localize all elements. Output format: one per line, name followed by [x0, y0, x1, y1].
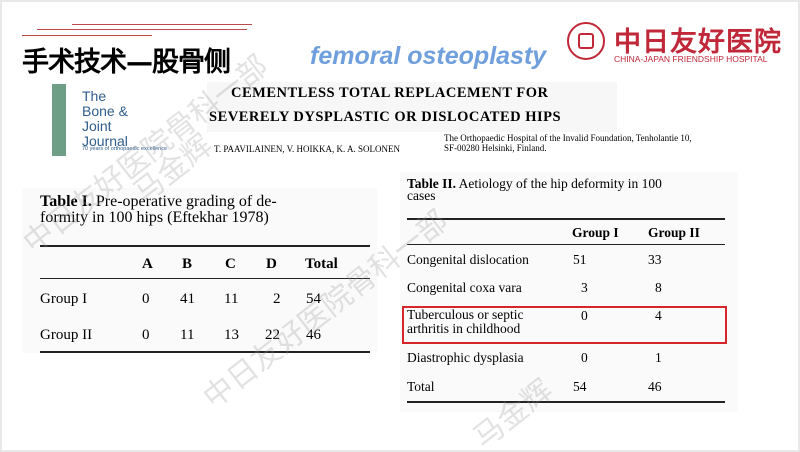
paper-title-line: CEMENTLESS TOTAL REPLACEMENT FOR [231, 85, 549, 101]
paper-title-line: SEVERELY DYSPLASTIC OR DISLOCATED HIPS [209, 109, 562, 125]
journal-line: The [82, 88, 107, 104]
decorative-line [22, 35, 152, 36]
hospital-name-cn: 中日友好医院 [614, 27, 782, 58]
column-header: D [266, 256, 277, 272]
paper-title-block: CEMENTLESS TOTAL REPLACEMENT FOR SEVEREL… [207, 82, 617, 132]
table-caption: Table I. Pre-operative grading of de-for… [40, 193, 277, 226]
journal-line: Journal [82, 133, 128, 149]
column-header: Group II [648, 225, 700, 240]
paper-authors: T. PAAVILAINEN, V. HOIKKA, K. A. SOLONEN [214, 144, 401, 154]
table-1: Table I. Pre-operative grading of de-for… [22, 188, 377, 353]
journal-line: Bone & Joint [82, 103, 128, 134]
journal-logo: The Bone & Joint Journal 70 years of ortho… [52, 84, 167, 156]
column-header: A [142, 256, 153, 272]
decorative-line [72, 24, 252, 25]
column-header: B [182, 256, 193, 272]
slide-title: 手术技术—股骨侧 [22, 47, 231, 78]
column-header: Group I [572, 225, 619, 240]
hospital-emblem-icon [567, 22, 605, 60]
column-header: Total [305, 256, 338, 272]
column-header: C [225, 256, 236, 272]
tree-icon [52, 84, 66, 156]
highlight-box [402, 306, 727, 344]
journal-tagline: 70 years of orthopaedic excellence [82, 146, 167, 152]
table-2: Table II. Aetiology of the hip deformity… [400, 172, 738, 412]
slide-subtitle: femoral osteoplasty [310, 42, 547, 70]
hospital-name-en: CHINA-JAPAN FRIENDSHIP HOSPITAL [614, 54, 768, 64]
decorative-line [37, 29, 247, 30]
paper-affiliation: The Orthopaedic Hospital of the Invalid … [444, 133, 692, 153]
table-caption: Table II. Aetiology of the hip deformity… [407, 176, 662, 203]
